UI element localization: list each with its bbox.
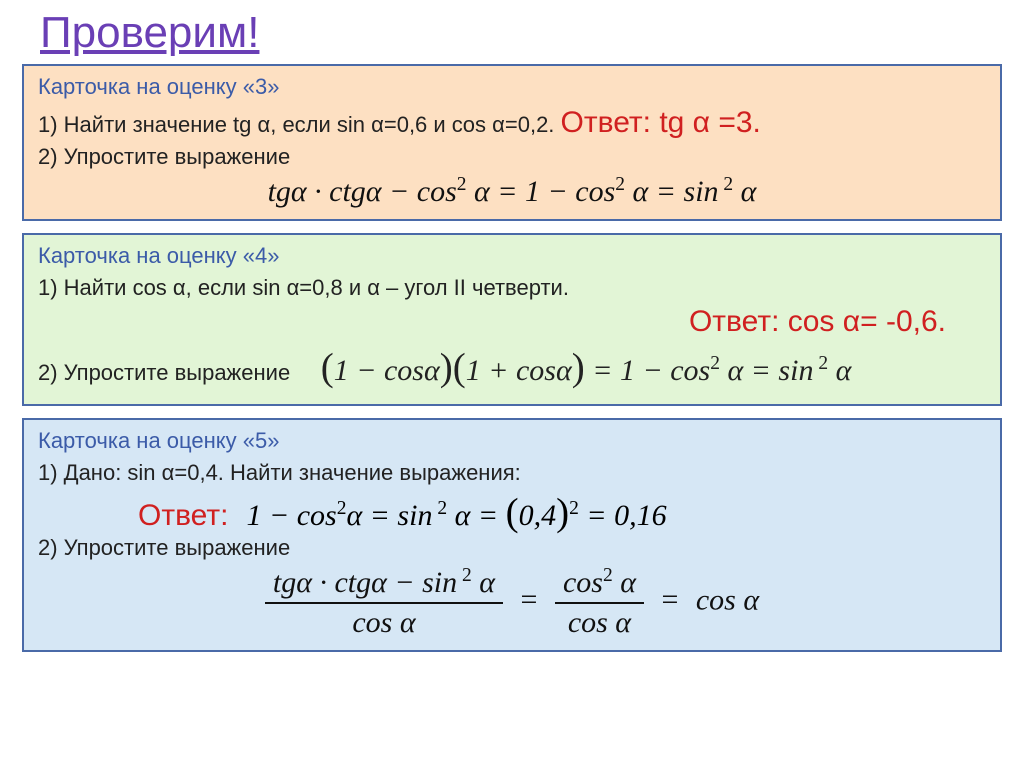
card4-q2-text: 2) Упростите выражение — [38, 360, 290, 385]
card-grade-3: Карточка на оценку «3» 1) Найти значение… — [22, 64, 1002, 221]
card4-formula: (1 − cosα)(1 + cosα) = 1 − cos2 α = sin … — [321, 354, 852, 387]
card4-line2: 2) Упростите выражение (1 − cosα)(1 + co… — [38, 345, 986, 390]
card3-heading: Карточка на оценку «3» — [38, 74, 986, 100]
card4-answer1: Ответ: cos α= -0,6. — [38, 305, 986, 339]
card3-answer1: Ответ: tg α =3. — [561, 106, 761, 139]
card3-line2: 2) Упростите выражение — [38, 144, 986, 170]
card-grade-5: Карточка на оценку «5» 1) Дано: sin α=0,… — [22, 418, 1002, 652]
card5-formula2: tgα · ctgα − sin 2 α cos α = cos2 α cos … — [38, 565, 986, 640]
card4-line1: 1) Найти cos α, если sin α=0,8 и α – уго… — [38, 275, 986, 301]
card5-line1: 1) Дано: sin α=0,4. Найти значение выраж… — [38, 460, 986, 486]
card5-heading: Карточка на оценку «5» — [38, 428, 986, 454]
page-title: Проверим! — [22, 8, 1002, 58]
card4-heading: Карточка на оценку «4» — [38, 243, 986, 269]
card3-q1-text: 1) Найти значение tg α, если sin α=0,6 и… — [38, 112, 561, 137]
card3-line1: 1) Найти значение tg α, если sin α=0,6 и… — [38, 106, 986, 140]
card-grade-4: Карточка на оценку «4» 1) Найти cos α, е… — [22, 233, 1002, 406]
card5-answer-label: Ответ: — [38, 499, 228, 533]
card5-line2: 2) Упростите выражение — [38, 535, 986, 561]
card3-formula: tgα · ctgα − cos2 α = 1 − cos2 α = sin 2… — [38, 174, 986, 209]
card5-formula1: 1 − cos2α = sin 2 α = (0,4)2 = 0,16 — [246, 490, 666, 535]
